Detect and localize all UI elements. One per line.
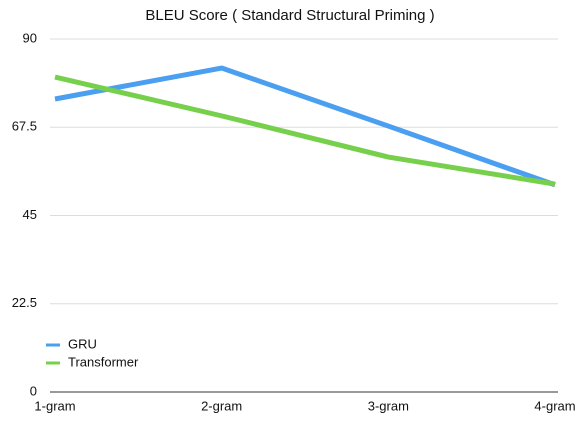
- y-tick-label: 45: [23, 207, 37, 222]
- line-series: [54, 74, 556, 187]
- y-tick-label: 67.5: [12, 119, 37, 134]
- line-series: [54, 65, 556, 188]
- x-tick-label: 1-gram: [34, 398, 75, 413]
- x-tick-label: 4-gram: [534, 398, 575, 413]
- x-tick-label: 2-gram: [201, 398, 242, 413]
- legend-label: GRU: [68, 336, 97, 351]
- y-tick-label: 22.5: [12, 295, 37, 310]
- y-tick-label: 90: [23, 30, 37, 45]
- x-tick-label: 3-gram: [368, 398, 409, 413]
- y-tick-label: 0: [30, 383, 37, 398]
- chart-title: BLEU Score ( Standard Structural Priming…: [145, 7, 434, 24]
- legend-label: Transformer: [68, 354, 139, 369]
